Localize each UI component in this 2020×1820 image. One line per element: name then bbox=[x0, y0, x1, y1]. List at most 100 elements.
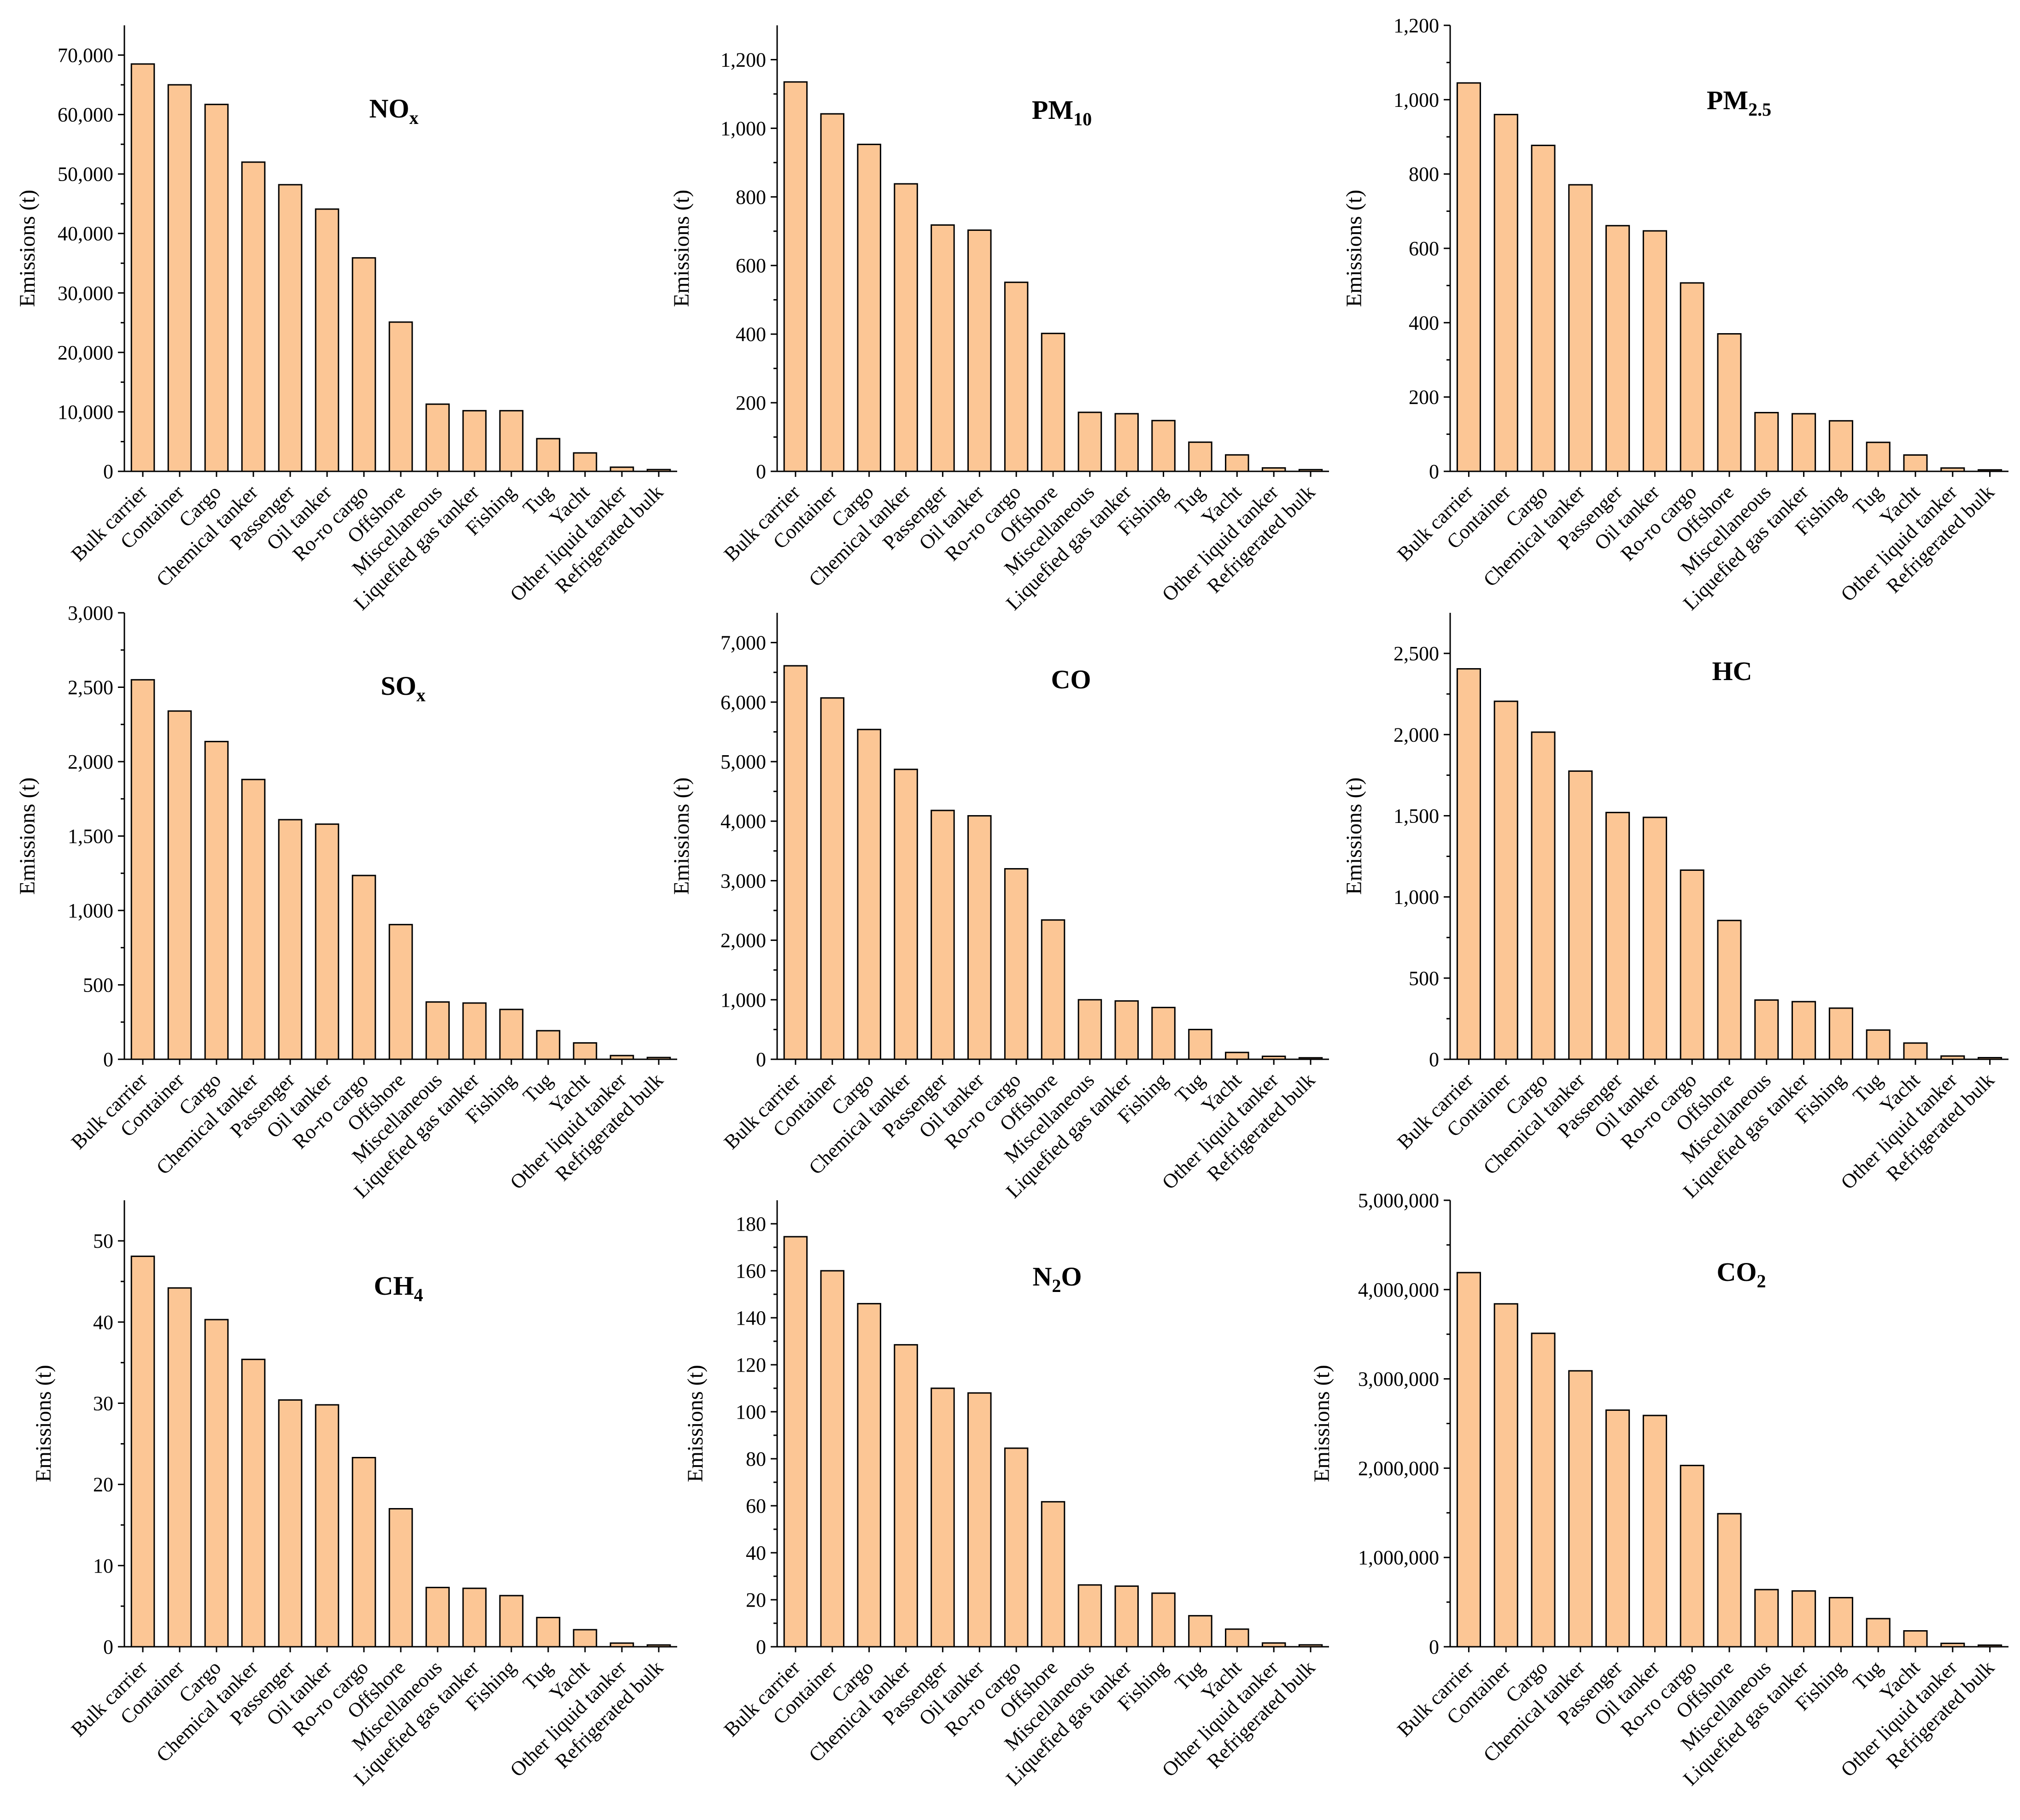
bar-yacht bbox=[573, 1042, 597, 1060]
bar-fishing bbox=[1828, 1597, 1853, 1648]
bar-fishing bbox=[499, 1009, 524, 1060]
y-tick-label: 30 bbox=[93, 1392, 113, 1415]
bar-miscellaneous bbox=[1754, 1589, 1779, 1648]
bar-oil-tanker bbox=[1642, 1415, 1667, 1648]
bar-cargo bbox=[857, 728, 881, 1060]
bar-offshore bbox=[1041, 1501, 1066, 1648]
y-tick-label: 800 bbox=[1409, 163, 1439, 186]
bar-liquefied-gas-tanker bbox=[462, 1587, 487, 1648]
y-tick-label: 20,000 bbox=[58, 341, 113, 364]
y-tick-label: 5,000,000 bbox=[1358, 1189, 1439, 1212]
chart-panel-4: 01,0002,0003,0004,0005,0006,0007,000Bulk… bbox=[669, 613, 1329, 1203]
chart-title-subscript: 4 bbox=[414, 1285, 423, 1305]
y-axis-title: Emissions (t) bbox=[15, 777, 40, 895]
bar-tug bbox=[1188, 1615, 1212, 1648]
chart-title: SOx bbox=[381, 671, 425, 705]
bar-bulk-carrier bbox=[783, 81, 808, 472]
bar-other-liquid-tanker bbox=[609, 1055, 634, 1060]
bar-chemical-tanker bbox=[894, 183, 918, 472]
bar-tug bbox=[1866, 441, 1891, 472]
chart-panel-0: 0 10,000 20,000 30,000 40,000 50,000 60,000 70,… bbox=[15, 25, 677, 615]
bar-cargo bbox=[857, 1303, 881, 1648]
bar-offshore bbox=[388, 321, 413, 472]
y-tick-label: 0 bbox=[103, 460, 113, 483]
y-tick-label: 100 bbox=[736, 1401, 766, 1423]
bar-liquefied-gas-tanker bbox=[1792, 1001, 1816, 1060]
bar-yacht bbox=[1903, 1630, 1928, 1648]
y-tick-label: 160 bbox=[736, 1260, 766, 1282]
y-tick-label: 2,000 bbox=[68, 751, 113, 773]
bar-offshore bbox=[1717, 1513, 1742, 1648]
y-tick-label: 140 bbox=[736, 1307, 766, 1329]
bar-cargo bbox=[204, 104, 229, 472]
bar-container bbox=[1493, 1303, 1518, 1648]
y-tick-label: 60 bbox=[746, 1495, 766, 1517]
y-tick-label: 3,000,000 bbox=[1358, 1368, 1439, 1391]
bar-fishing bbox=[1151, 420, 1176, 472]
y-axis-title: Emissions (t) bbox=[669, 190, 694, 307]
y-tick-label: 4,000,000 bbox=[1358, 1279, 1439, 1301]
bar-miscellaneous bbox=[425, 1586, 450, 1648]
bar-oil-tanker bbox=[315, 1404, 340, 1648]
bar-container bbox=[167, 84, 192, 472]
bar-bulk-carrier bbox=[783, 665, 808, 1060]
chart-title: PM2.5 bbox=[1707, 85, 1771, 120]
bar-other-liquid-tanker bbox=[1261, 467, 1286, 472]
y-tick-label: 40 bbox=[746, 1542, 766, 1564]
bar-other-liquid-tanker bbox=[1940, 1643, 1965, 1648]
y-tick-label: 80 bbox=[746, 1448, 766, 1470]
y-tick-label: 1,000 bbox=[68, 899, 113, 922]
y-tick-label: 0 bbox=[756, 460, 766, 483]
bar-tug bbox=[536, 438, 561, 472]
chart-title: HC bbox=[1712, 656, 1752, 686]
bar-other-liquid-tanker bbox=[1261, 1056, 1286, 1060]
y-tick-label: 2,000 bbox=[720, 929, 766, 952]
bar-oil-tanker bbox=[967, 229, 992, 472]
bar-fishing bbox=[1828, 420, 1853, 472]
bar-bulk-carrier bbox=[1456, 82, 1481, 472]
bar-cargo bbox=[1531, 1333, 1556, 1648]
bar-fishing bbox=[1151, 1007, 1176, 1060]
y-axis-title: Emissions (t) bbox=[683, 1365, 708, 1482]
y-tick-label: 1,000,000 bbox=[1358, 1546, 1439, 1569]
bar-passenger bbox=[1605, 225, 1630, 472]
y-tick-label: 800 bbox=[736, 186, 766, 208]
bar-fishing bbox=[499, 410, 524, 472]
y-tick-label: 1,500 bbox=[68, 825, 113, 848]
bar-tug bbox=[1188, 1028, 1212, 1060]
bar-cargo bbox=[1531, 731, 1556, 1060]
bar-refrigerated-bulk bbox=[646, 1057, 671, 1060]
y-tick-label: 2,000 bbox=[1394, 723, 1439, 746]
y-tick-label: 10 bbox=[93, 1555, 113, 1577]
y-tick-label: 400 bbox=[1409, 311, 1439, 334]
bar-ro-ro-cargo bbox=[1004, 868, 1029, 1060]
bar-container bbox=[167, 710, 192, 1060]
chart-title-main: CO bbox=[1717, 1257, 1757, 1287]
y-tick-label: 0 bbox=[756, 1636, 766, 1658]
bar-other-liquid-tanker bbox=[609, 466, 634, 472]
bar-chemical-tanker bbox=[241, 779, 266, 1060]
bar-passenger bbox=[278, 819, 303, 1060]
chart-title-subscript: x bbox=[410, 107, 419, 128]
bar-tug bbox=[536, 1617, 561, 1648]
bar-container bbox=[1493, 700, 1518, 1060]
bar-refrigerated-bulk bbox=[1298, 1057, 1323, 1060]
bar-ro-ro-cargo bbox=[351, 257, 376, 472]
bar-chemical-tanker bbox=[241, 161, 266, 472]
bar-ro-ro-cargo bbox=[1680, 869, 1704, 1060]
bar-passenger bbox=[278, 184, 303, 472]
bar-other-liquid-tanker bbox=[609, 1642, 634, 1648]
bar-miscellaneous bbox=[1077, 1584, 1102, 1648]
y-tick-label: 200 bbox=[1409, 386, 1439, 409]
bar-oil-tanker bbox=[1642, 816, 1667, 1060]
bar-ro-ro-cargo bbox=[1680, 282, 1704, 472]
y-tick-label: 1,500 bbox=[1394, 804, 1439, 827]
y-tick-label: 5,000 bbox=[720, 751, 766, 773]
bar-passenger bbox=[931, 810, 955, 1060]
bar-container bbox=[820, 697, 845, 1060]
chart-title-subscript: 2 bbox=[1052, 1275, 1061, 1296]
